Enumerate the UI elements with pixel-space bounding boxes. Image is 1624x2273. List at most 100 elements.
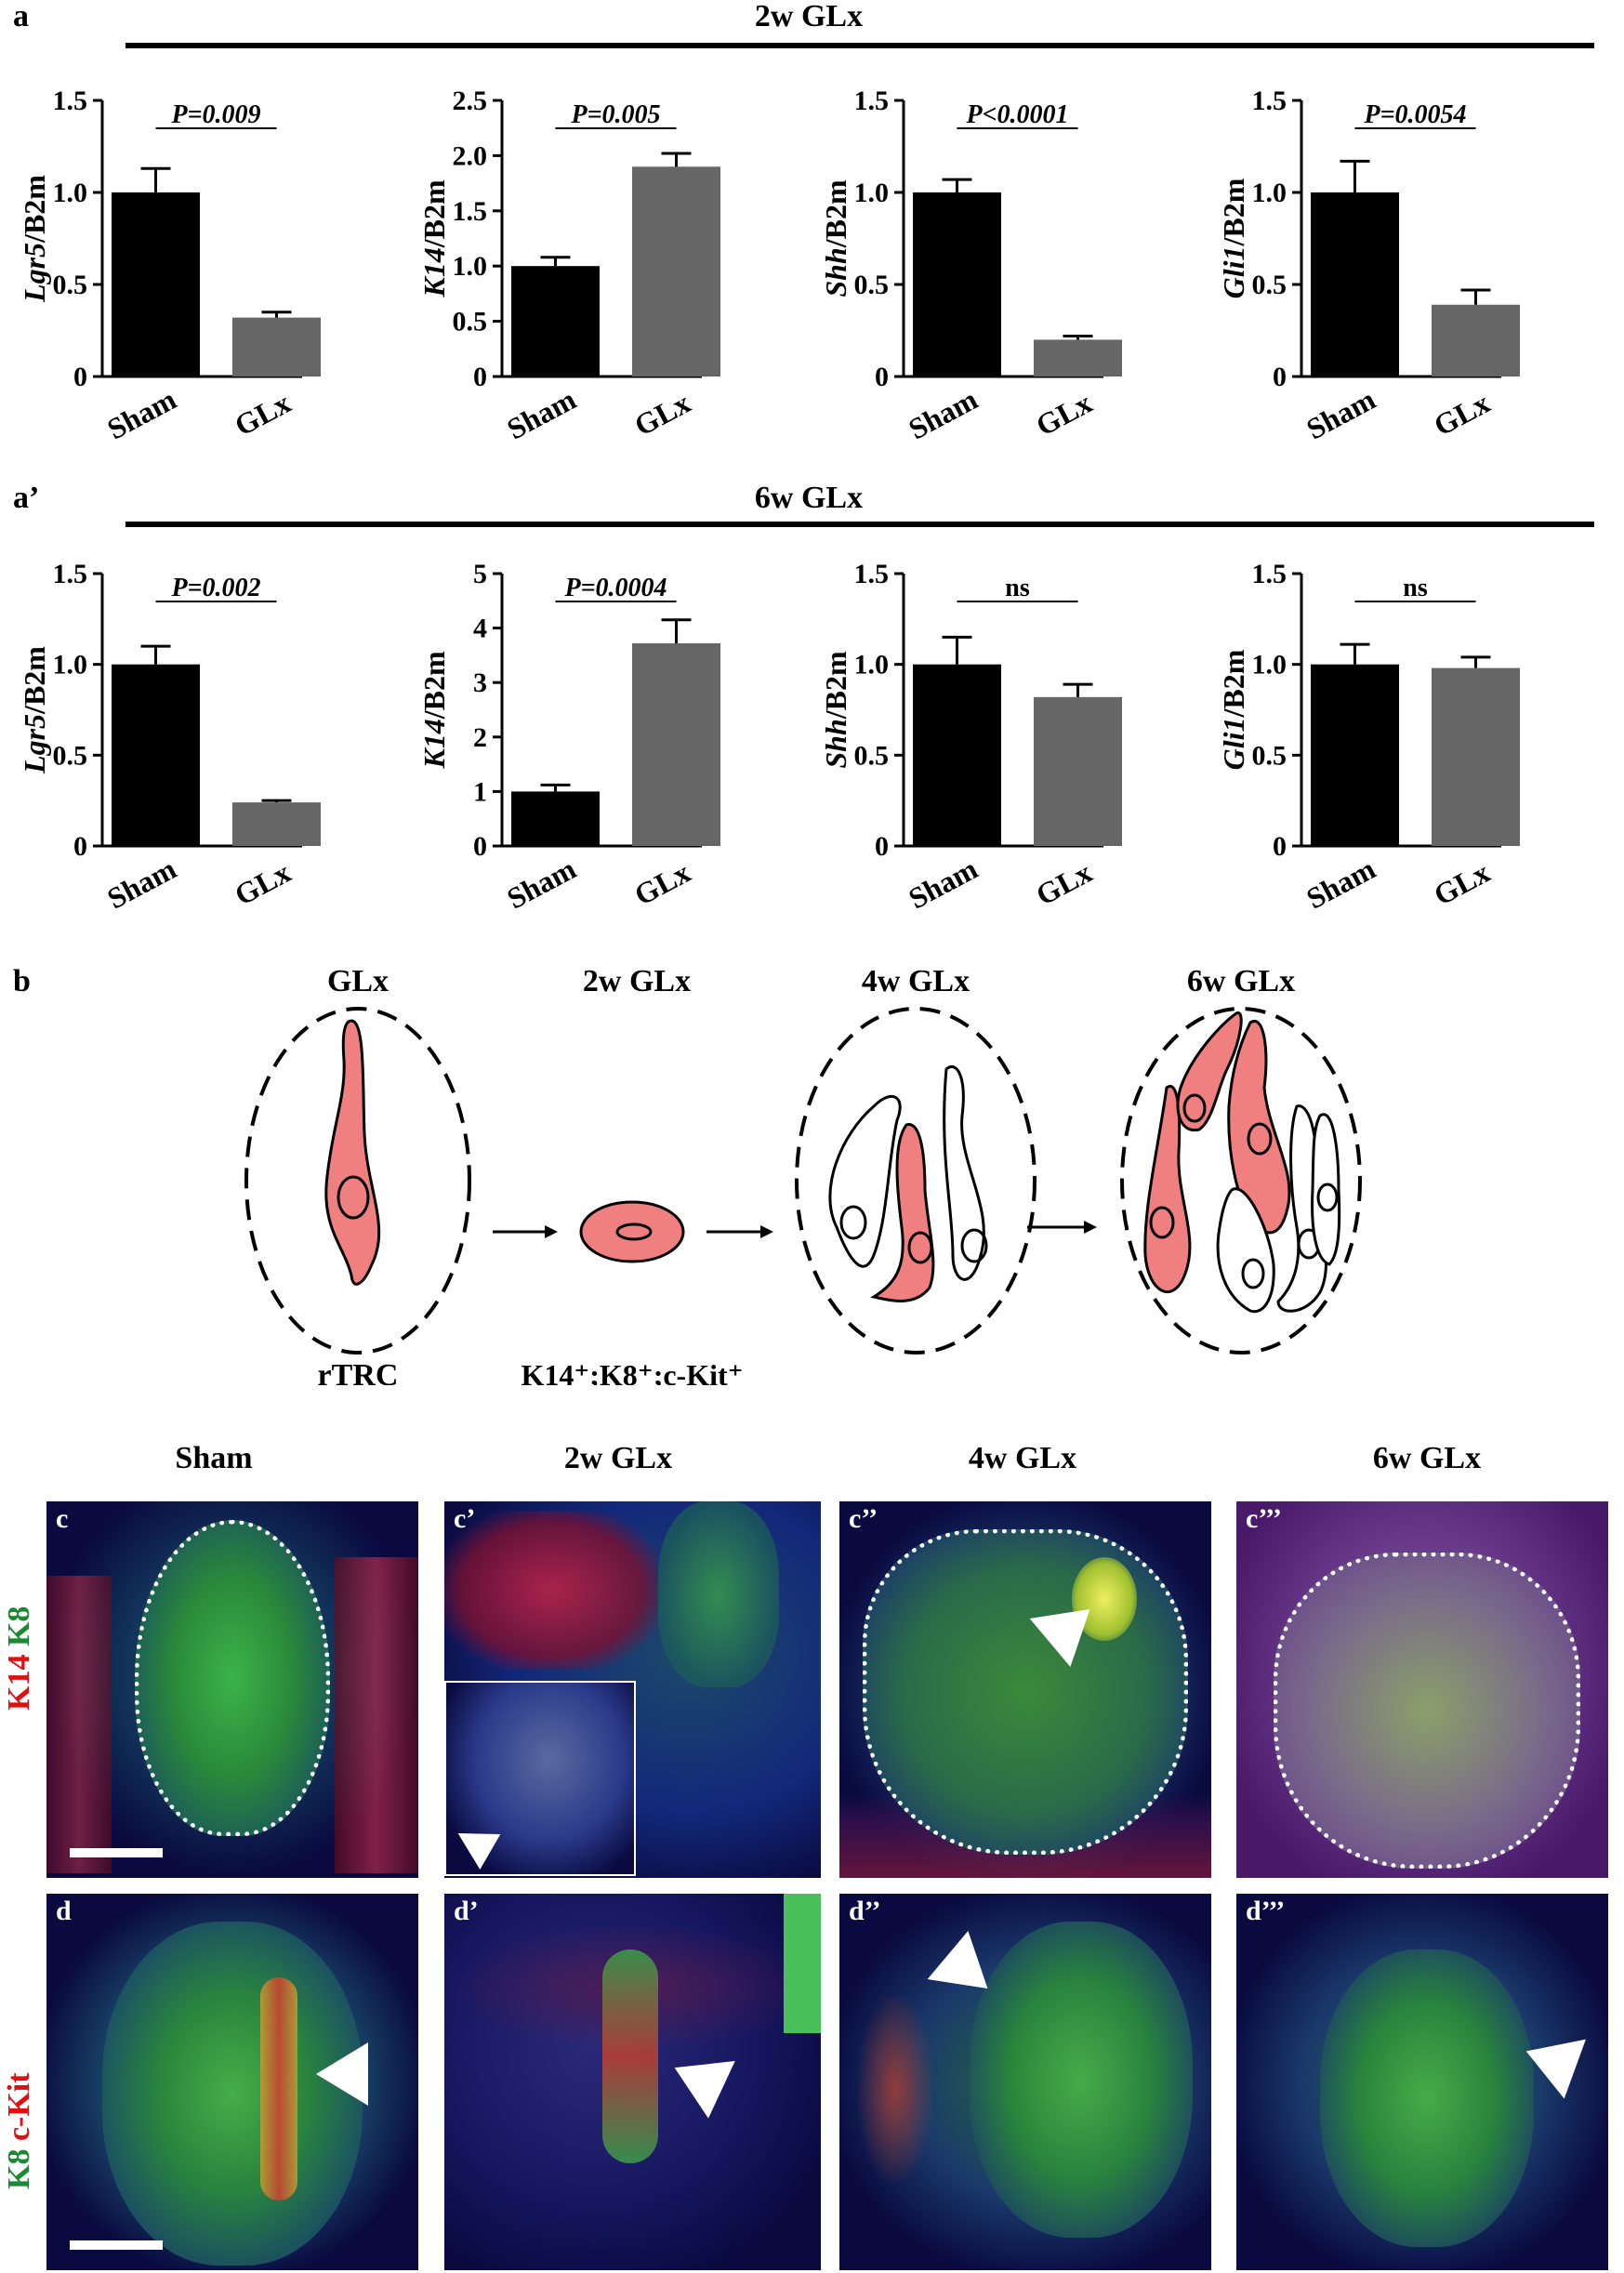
rtrc-cell: [324, 1019, 381, 1286]
col-title-2w: 2w GLx: [563, 1441, 673, 1475]
panel-a2-header-bar: [125, 522, 1594, 527]
y-tick-label: 1.5: [53, 559, 88, 589]
y-tick-label: 4: [473, 614, 487, 644]
p-value-label: P=0.002: [170, 574, 260, 602]
arrow-2-head: [760, 1225, 773, 1238]
y-tick-label: 0.5: [1252, 740, 1287, 771]
y-axis-label: Lgr5/B2m: [18, 175, 51, 303]
p-value-label: P=0.009: [170, 100, 260, 129]
bar-sham: [511, 266, 600, 377]
progenitor-nucleus: [615, 1222, 653, 1241]
y-tick-label: 0.5: [854, 740, 890, 771]
bar-glx: [632, 166, 720, 377]
micrograph-c4-label: c’’’: [1246, 1503, 1282, 1534]
new-cell-6w-3: [1227, 1019, 1291, 1235]
x-tick-label: Sham: [1301, 852, 1380, 916]
micrograph-d2: d’: [444, 1894, 821, 2270]
bar-glx: [632, 643, 720, 846]
panel-a-header-bar: [125, 43, 1594, 48]
y-tick-label: 1.5: [854, 559, 890, 589]
y-tick-label: 0: [473, 831, 487, 862]
col-title-sham: Sham: [175, 1441, 253, 1475]
y-tick-label: 0.5: [1252, 270, 1287, 300]
micrograph-d: d: [46, 1894, 418, 2270]
p-value-label: P=0.005: [570, 100, 660, 129]
y-tick-label: 5: [473, 559, 487, 589]
row-c-stain-label: K14 K8: [2, 1606, 37, 1711]
panel-b-label: b: [13, 964, 31, 998]
x-tick-label: GLx: [628, 855, 695, 912]
x-tick-label: Sham: [903, 382, 983, 446]
y-axis-label: K14/B2m: [417, 179, 451, 298]
x-tick-label: Sham: [903, 852, 983, 916]
x-tick-label: Sham: [501, 852, 581, 916]
y-tick-label: 1.5: [53, 86, 88, 116]
bar-glx: [1432, 667, 1520, 846]
y-tick-label: 1.5: [453, 196, 488, 227]
x-tick-label: Sham: [101, 382, 181, 446]
scale-bar-d: [70, 2240, 163, 2250]
bar-sham: [511, 791, 600, 846]
new-cell-6w-1-nucleus: [1149, 1206, 1175, 1239]
p-value-label: ns: [1403, 574, 1428, 602]
micrograph-c2-label: c’: [454, 1503, 476, 1534]
x-tick-label: Sham: [501, 382, 581, 446]
micrograph-d3: d’’: [839, 1894, 1211, 2270]
x-tick-label: Sham: [101, 852, 181, 916]
y-tick-label: 2.5: [453, 86, 488, 116]
stage-title-6w: 6w GLx: [1187, 964, 1295, 998]
progenitor-cell: [579, 1200, 685, 1263]
y-tick-label: 0.5: [453, 307, 488, 337]
y-tick-label: 1.5: [1252, 86, 1287, 116]
x-tick-label: GLx: [628, 386, 695, 443]
stain-k8-d: K8: [2, 2148, 36, 2189]
bar-glx: [232, 317, 321, 377]
y-axis-label: Shh/B2m: [819, 651, 852, 769]
bar-glx: [232, 802, 321, 846]
micrograph-d2-label: d’: [454, 1896, 479, 1926]
x-tick-label: GLx: [1428, 855, 1495, 912]
stage-title-2w: 2w GLx: [583, 964, 691, 998]
white-cell-6w-3: [1311, 1113, 1341, 1266]
y-axis-label: Gli1/B2m: [1217, 649, 1250, 770]
micrograph-d3-label: d’’: [849, 1896, 881, 1926]
new-cell-4w-nucleus: [907, 1231, 933, 1264]
stain-k14: K14: [2, 1654, 36, 1711]
y-tick-label: 1.0: [1252, 178, 1287, 208]
bar-glx: [1034, 696, 1122, 846]
scale-bar: [70, 1848, 163, 1857]
stage-title-glx: GLx: [327, 964, 389, 998]
row-d-stain-label: K8 c-Kit: [2, 2072, 37, 2189]
panel-a2-label: a’: [13, 481, 39, 515]
new-cell-4w: [870, 1123, 935, 1302]
arrow-1-head: [545, 1225, 558, 1238]
white-cell-1-nucleus: [839, 1205, 867, 1240]
bar-sham: [913, 192, 1001, 377]
x-tick-label: GLx: [1428, 386, 1495, 443]
y-tick-label: 1.0: [854, 178, 890, 208]
y-tick-label: 0: [1273, 831, 1287, 862]
bar-charts: a 2w GLx a’ 6w GLx 0 0.5 1.0 1.5 Lgr5/B2m Sha…: [13, 0, 1594, 916]
y-tick-label: 1.5: [854, 86, 890, 116]
taste-bud-outline: [244, 1007, 471, 1355]
panel-b-schematic: b GLx 2w GLx 4w GLx 6w GLx rTRC K14⁺;K8⁺…: [13, 964, 1362, 1385]
y-axis-label: Gli1/B2m: [1217, 178, 1250, 298]
bar-sham: [1311, 664, 1399, 846]
x-tick-label: GLx: [1030, 386, 1097, 443]
y-tick-label: 0.5: [53, 740, 88, 771]
y-axis-label: Shh/B2m: [819, 179, 852, 297]
y-tick-label: 0: [875, 831, 889, 862]
arrow-3-head: [1084, 1221, 1097, 1234]
y-axis-label: Lgr5/B2m: [18, 646, 51, 774]
y-tick-label: 1.0: [854, 650, 890, 681]
micrograph-d4-label: d’’’: [1246, 1896, 1286, 1926]
y-tick-label: 1.0: [453, 251, 488, 282]
y-tick-label: 0.5: [53, 270, 88, 300]
taste-bud-6w-outline: [1120, 1007, 1362, 1355]
y-tick-label: 0: [1273, 362, 1287, 392]
col-title-6w: 6w GLx: [1372, 1441, 1482, 1475]
micrograph-c2: c’: [444, 1501, 821, 1878]
y-tick-label: 0.5: [854, 270, 890, 300]
new-cell-6w-3-nucleus: [1247, 1122, 1273, 1156]
micrograph-c-label: c: [56, 1503, 69, 1534]
